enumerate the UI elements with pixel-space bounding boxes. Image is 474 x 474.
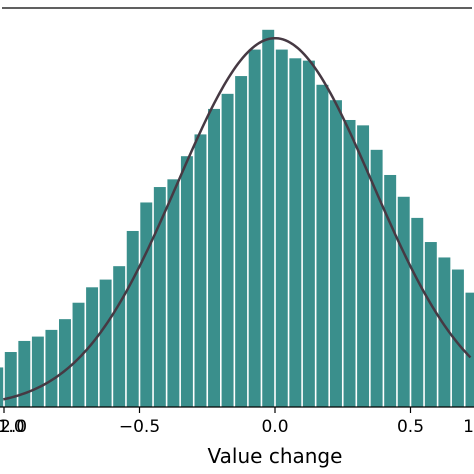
histogram-bar (72, 302, 85, 407)
histogram-bar (262, 29, 275, 407)
histogram-bar (424, 242, 437, 407)
histogram-bar (208, 108, 220, 408)
histogram-bar (370, 149, 383, 407)
histogram-bar (343, 119, 356, 408)
histogram-bar (302, 60, 315, 408)
histogram-bar (153, 187, 166, 407)
histogram-bars (0, 29, 474, 408)
x-axis-ticks: 2.0−1.5−1.0−0.50.00.51.01 (0, 407, 474, 437)
histogram-bar (289, 58, 302, 407)
histogram-bar (411, 217, 424, 407)
histogram-bar (316, 84, 329, 408)
histogram-bar (221, 93, 234, 407)
histogram-bar (86, 287, 99, 407)
normal-fit-curve (3, 36, 472, 401)
histogram-bar (0, 367, 4, 407)
histogram-bar (113, 266, 126, 407)
histogram-bar (235, 76, 248, 408)
histogram-bar (194, 134, 207, 407)
histogram-bar (4, 352, 17, 407)
x-axis-label: Value change (208, 444, 343, 468)
histogram-bar (45, 329, 58, 407)
histogram-bar (357, 125, 370, 408)
histogram-bar (126, 230, 139, 407)
histogram-bar (330, 100, 342, 408)
histogram-bar (451, 269, 464, 407)
histogram-bar (99, 279, 112, 407)
histogram-bar (31, 336, 44, 407)
histogram-bar (167, 179, 180, 407)
histogram-bar (465, 292, 474, 407)
x-tick-label: −0.5 (119, 417, 160, 437)
histogram-bar (397, 196, 410, 407)
x-tick-label: 0.5 (397, 417, 424, 437)
histogram-bar (275, 49, 288, 407)
histogram-bar (180, 156, 193, 407)
histogram-bar (18, 340, 31, 407)
histogram-bar (59, 319, 71, 407)
histogram-bar (248, 49, 261, 407)
x-tick-label: 0.0 (261, 417, 288, 437)
histogram-bar (384, 174, 397, 407)
histogram-bar (438, 257, 451, 407)
x-tick-label: −1.0 (0, 417, 25, 437)
x-tick-label: 2.0 (0, 417, 27, 437)
x-tick-label: 1 (463, 417, 474, 437)
histogram-bar (140, 202, 153, 407)
